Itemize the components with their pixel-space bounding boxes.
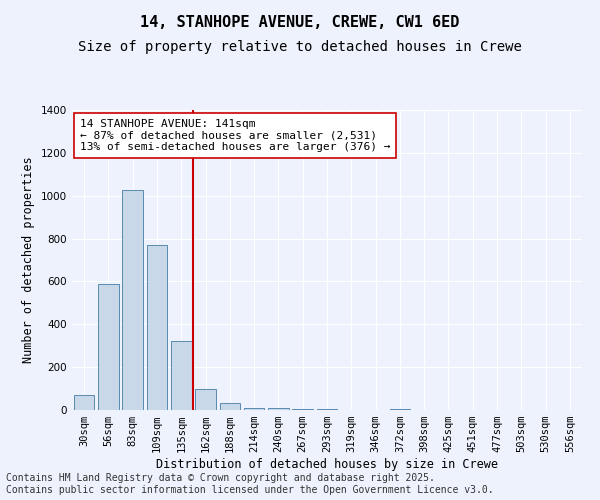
Text: Contains HM Land Registry data © Crown copyright and database right 2025.
Contai: Contains HM Land Registry data © Crown c…	[6, 474, 494, 495]
Bar	[220, 402, 240, 410]
Bar	[317, 409, 337, 410]
Bar	[74, 395, 94, 410]
X-axis label: Distribution of detached houses by size in Crewe: Distribution of detached houses by size …	[156, 458, 498, 471]
Bar	[98, 284, 119, 410]
Text: 14 STANHOPE AVENUE: 141sqm
← 87% of detached houses are smaller (2,531)
13% of s: 14 STANHOPE AVENUE: 141sqm ← 87% of deta…	[80, 119, 390, 152]
Bar	[122, 190, 143, 410]
Text: 14, STANHOPE AVENUE, CREWE, CW1 6ED: 14, STANHOPE AVENUE, CREWE, CW1 6ED	[140, 15, 460, 30]
Y-axis label: Number of detached properties: Number of detached properties	[22, 156, 35, 364]
Bar	[171, 342, 191, 410]
Text: Size of property relative to detached houses in Crewe: Size of property relative to detached ho…	[78, 40, 522, 54]
Bar	[389, 409, 410, 410]
Bar	[146, 245, 167, 410]
Bar	[268, 408, 289, 410]
Bar	[195, 388, 216, 410]
Bar	[292, 409, 313, 410]
Bar	[244, 408, 265, 410]
